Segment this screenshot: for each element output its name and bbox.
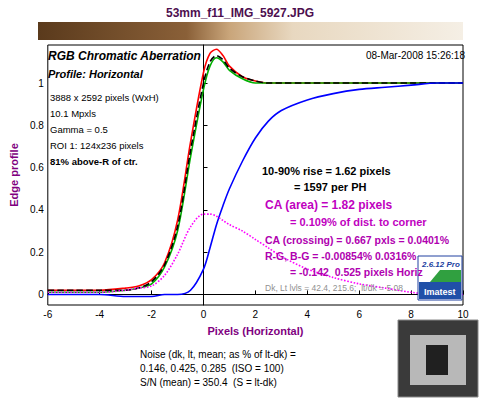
svg-text:Edge profile: Edge profile [8, 143, 20, 207]
svg-text:-2: -2 [147, 309, 156, 320]
svg-text:Pixels (Horizontal): Pixels (Horizontal) [207, 325, 303, 337]
svg-text:6: 6 [356, 309, 362, 320]
svg-text:0: 0 [38, 289, 44, 300]
svg-text:10: 10 [457, 309, 469, 320]
svg-text:81% above-R of ctr.: 81% above-R of ctr. [50, 156, 138, 167]
svg-text:Profile: Horizontal: Profile: Horizontal [48, 68, 144, 80]
svg-text:Dk, Lt lvls = 42.4, 215.6; lt: Dk, Lt lvls = 42.4, 215.6; lt/dk = 5.08 [265, 283, 403, 293]
svg-text:2.6.12 Pro: 2.6.12 Pro [421, 260, 460, 269]
svg-text:1: 1 [38, 78, 44, 89]
svg-text:Noise (dk, lt, mean; as % of l: Noise (dk, lt, mean; as % of lt-dk) = [140, 349, 296, 360]
svg-text:53mm_f11_IMG_5927.JPG: 53mm_f11_IMG_5927.JPG [166, 6, 314, 20]
svg-text:0: 0 [201, 309, 207, 320]
svg-text:Imatest: Imatest [424, 287, 456, 297]
svg-text:= -0.142 0.525 pixels Horiz: = -0.142 0.525 pixels Horiz [290, 266, 423, 278]
svg-text:Gamma = 0.5: Gamma = 0.5 [50, 124, 108, 135]
svg-text:08-Mar-2008 15:26:18: 08-Mar-2008 15:26:18 [366, 50, 465, 61]
svg-text:S/N (mean) = 350.4 (S = lt-dk: S/N (mean) = 350.4 (S = lt-dk) [140, 377, 277, 388]
svg-text:= 0.109% of dist. to corner: = 0.109% of dist. to corner [290, 216, 427, 228]
svg-text:4: 4 [305, 309, 311, 320]
svg-text:2: 2 [253, 309, 259, 320]
svg-text:0.8: 0.8 [30, 120, 44, 131]
svg-text:CA (crossing) = 0.667 pxls = 0: CA (crossing) = 0.667 pxls = 0.0401% [265, 234, 450, 246]
svg-text:0.6: 0.6 [30, 162, 44, 173]
svg-text:= 1597 per PH: = 1597 per PH [294, 181, 367, 193]
svg-text:0.4: 0.4 [30, 204, 44, 215]
svg-text:RGB Chromatic Aberration: RGB Chromatic Aberration [48, 49, 201, 63]
svg-text:ROI 1: 124x236 pixels: ROI 1: 124x236 pixels [50, 140, 144, 151]
svg-text:-4: -4 [95, 309, 104, 320]
svg-text:0.2: 0.2 [30, 247, 44, 258]
svg-text:0.146, 0.425, 0.285 (ISO = 10: 0.146, 0.425, 0.285 (ISO = 100) [140, 363, 284, 374]
svg-text:3888 x 2592 pixels (WxH): 3888 x 2592 pixels (WxH) [50, 92, 159, 103]
svg-text:-6: -6 [43, 309, 52, 320]
svg-text:10.1 Mpxls: 10.1 Mpxls [50, 108, 96, 119]
svg-text:10-90% rise = 1.62 pixels: 10-90% rise = 1.62 pixels [262, 165, 391, 177]
svg-text:8: 8 [408, 309, 414, 320]
svg-text:CA (area) = 1.82 pixels: CA (area) = 1.82 pixels [265, 198, 393, 212]
svg-text:R-G, B-G = -0.00854% 0.0316%: R-G, B-G = -0.00854% 0.0316% [265, 250, 417, 262]
